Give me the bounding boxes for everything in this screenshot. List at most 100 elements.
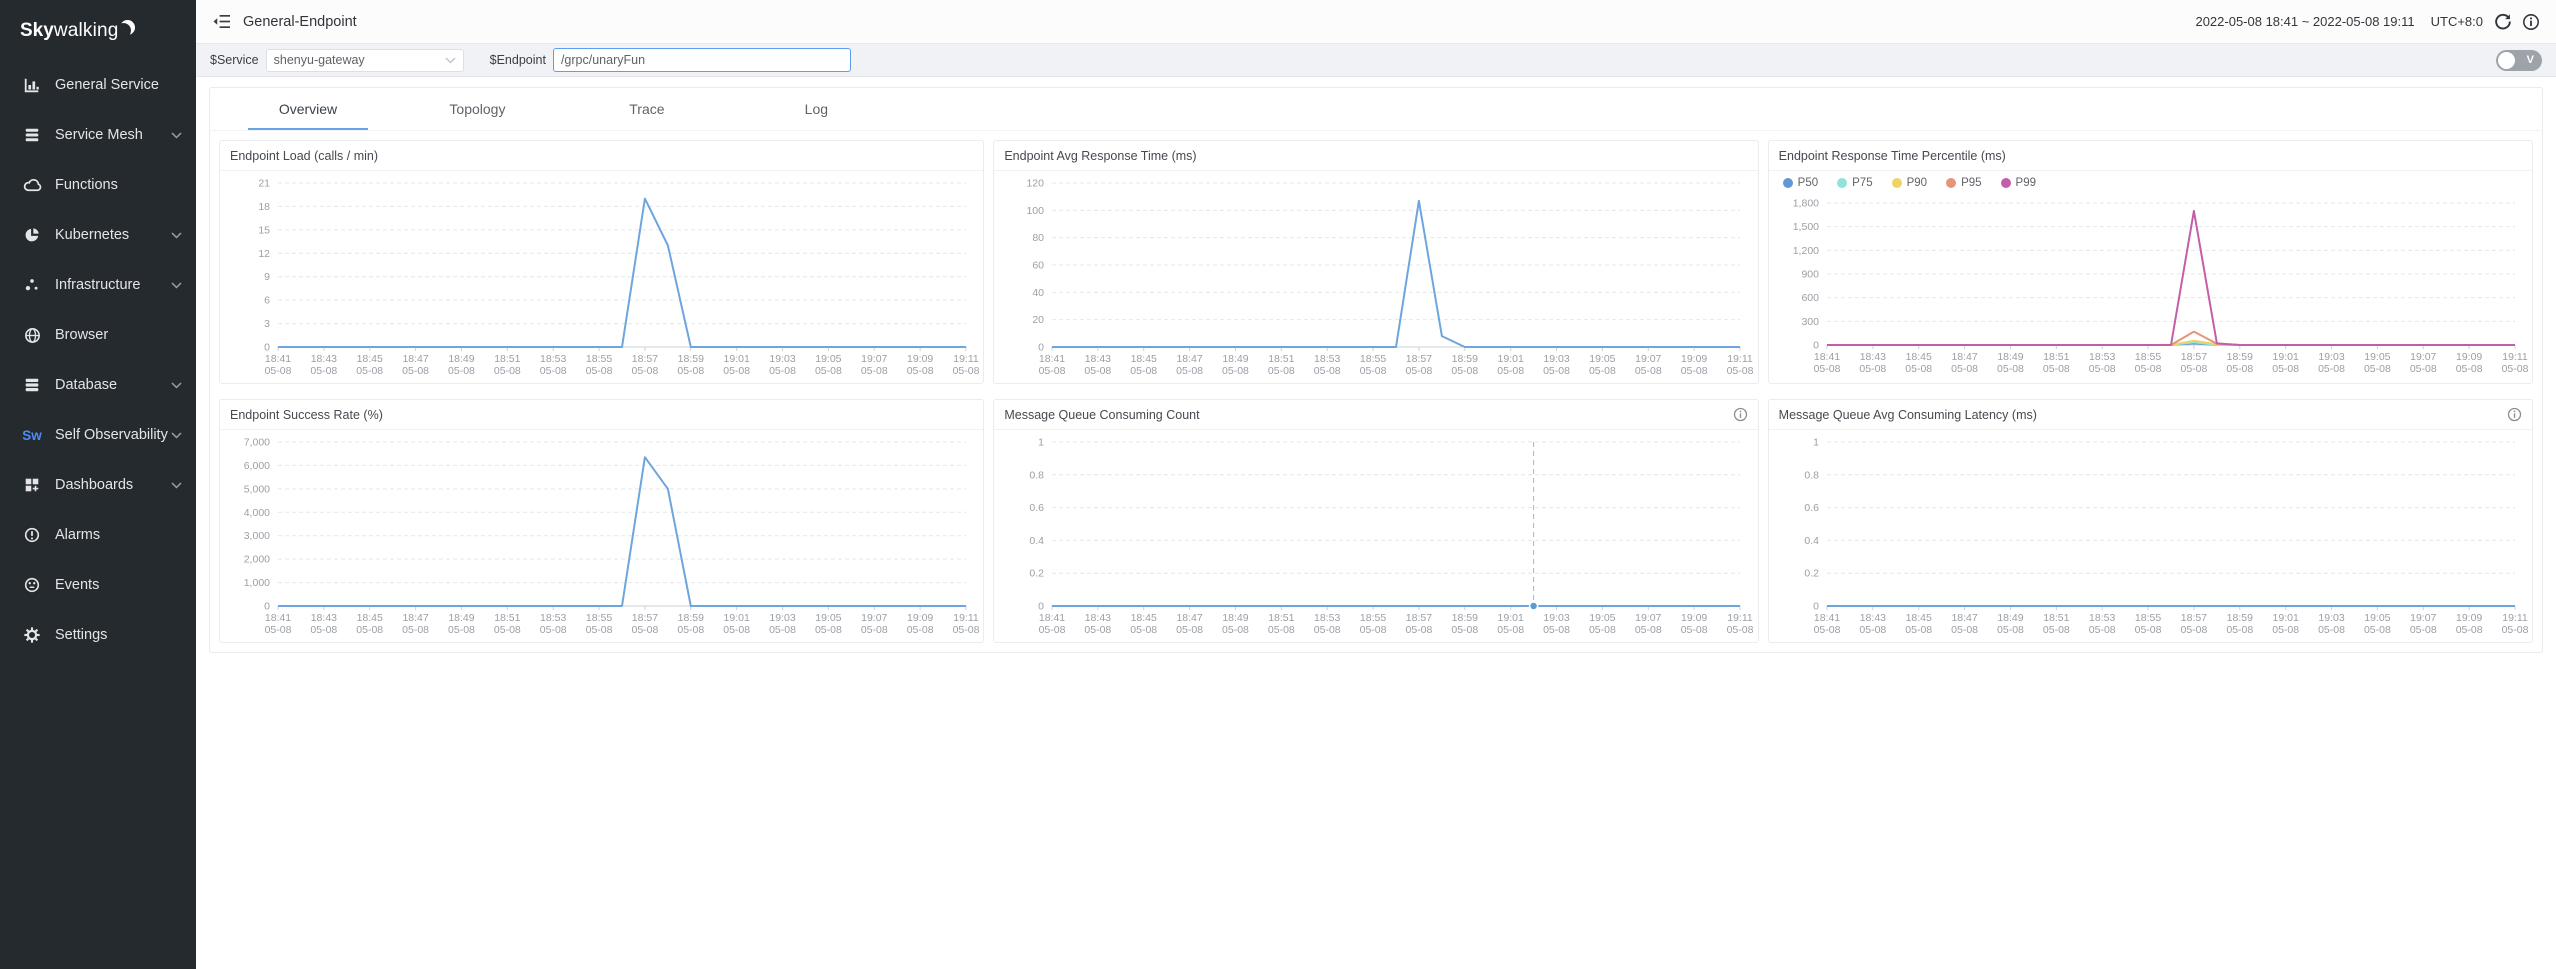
chart-title: Endpoint Success Rate (%) — [230, 407, 383, 422]
filter-bar: $Service shenyu-gateway $Endpoint V — [196, 44, 2556, 77]
mq-consuming-latency-chart[interactable]: 0 0.2 0.4 0.6 0.8 1 18:41 05-08 18:43 05-08 18:45 0… — [1769, 430, 2532, 642]
legend-dot — [2000, 178, 2011, 188]
legend-dot — [1891, 178, 1902, 188]
svg-text:0: 0 — [1038, 342, 1044, 354]
svg-text:18:43: 18:43 — [311, 353, 337, 365]
svg-text:18:41: 18:41 — [1814, 351, 1840, 363]
sidebar-item-infrastructure[interactable]: Infrastructure — [0, 260, 196, 310]
svg-text:05-08: 05-08 — [2272, 624, 2299, 636]
tab-overview[interactable]: Overview — [248, 101, 368, 130]
svg-text:05-08: 05-08 — [540, 365, 567, 377]
svg-text:05-08: 05-08 — [586, 365, 613, 377]
panel-info-icon[interactable] — [2507, 407, 2522, 422]
svg-text:05-08: 05-08 — [1543, 624, 1570, 636]
legend-item[interactable]: P90 — [1891, 177, 1927, 189]
legend-item[interactable]: P75 — [1837, 177, 1873, 189]
svg-text:19:03: 19:03 — [2318, 612, 2344, 624]
chevron-down-icon — [171, 277, 182, 293]
svg-text:05-08: 05-08 — [861, 624, 888, 636]
sidebar-item-browser[interactable]: Browser — [0, 310, 196, 360]
svg-text:18:57: 18:57 — [2180, 351, 2206, 363]
svg-text:6: 6 — [264, 295, 270, 307]
sidebar-item-label: Self Observability — [55, 427, 168, 443]
svg-text:05-08: 05-08 — [1039, 365, 1066, 377]
svg-text:18:51: 18:51 — [2043, 351, 2069, 363]
svg-text:05-08: 05-08 — [2043, 363, 2070, 375]
skywalking-logo[interactable]: Sky walking — [0, 14, 196, 60]
success-rate-chart[interactable]: 0 1,000 2,000 3,000 4,000 5,000 6,000 7,000 18:4… — [220, 430, 983, 642]
sidebar-item-general-service[interactable]: General Service — [0, 60, 196, 110]
sidebar-item-alarms[interactable]: Alarms — [0, 510, 196, 560]
svg-text:05-08: 05-08 — [586, 624, 613, 636]
svg-text:05-08: 05-08 — [769, 624, 796, 636]
sidebar-item-dashboards[interactable]: Dashboards — [0, 460, 196, 510]
svg-text:05-08: 05-08 — [815, 365, 842, 377]
legend-item[interactable]: P95 — [1946, 177, 1982, 189]
svg-text:19:03: 19:03 — [1544, 353, 1570, 365]
sidebar-fold-icon[interactable] — [212, 13, 231, 30]
svg-text:05-08: 05-08 — [494, 365, 521, 377]
crescent-logo-icon — [120, 20, 135, 35]
svg-text:6,000: 6,000 — [244, 460, 270, 472]
main-area: General-Endpoint 2022-05-08 18:41 ~ 2022… — [196, 0, 2556, 969]
svg-text:18:59: 18:59 — [1452, 612, 1478, 624]
chart-panel-success-rate: Endpoint Success Rate (%) 0 1,000 2,000 3,0… — [219, 399, 985, 643]
info-icon[interactable] — [2522, 13, 2540, 31]
svg-text:05-08: 05-08 — [402, 365, 429, 377]
globe-icon — [22, 325, 42, 345]
panel-info-icon[interactable] — [1733, 407, 1748, 422]
svg-text:18:43: 18:43 — [1085, 612, 1111, 624]
svg-text:18:53: 18:53 — [540, 612, 566, 624]
svg-text:300: 300 — [1801, 316, 1819, 328]
sidebar-item-kubernetes[interactable]: Kubernetes — [0, 210, 196, 260]
svg-text:05-08: 05-08 — [1813, 624, 1840, 636]
sidebar-item-events[interactable]: Events — [0, 560, 196, 610]
sidebar-item-functions[interactable]: Functions — [0, 160, 196, 210]
svg-text:600: 600 — [1801, 292, 1819, 304]
sidebar-item-database[interactable]: Database — [0, 360, 196, 410]
svg-text:05-08: 05-08 — [769, 365, 796, 377]
legend-dot — [1946, 178, 1957, 188]
tab-trace[interactable]: Trace — [629, 101, 665, 117]
svg-text:0.4: 0.4 — [1804, 535, 1819, 547]
service-select[interactable]: shenyu-gateway — [265, 48, 464, 72]
layers-icon — [22, 125, 42, 145]
endpoint-load-chart[interactable]: 0 3 6 9 12 15 18 21 18:41 05-08 18:43 05-08 18:45 05-… — [220, 171, 983, 383]
svg-text:05-08: 05-08 — [1727, 624, 1754, 636]
legend-item[interactable]: P50 — [1782, 177, 1818, 189]
svg-text:18:41: 18:41 — [265, 353, 291, 365]
sidebar-item-settings[interactable]: Settings — [0, 610, 196, 660]
svg-text:18:53: 18:53 — [2089, 351, 2115, 363]
svg-text:18:49: 18:49 — [1997, 612, 2023, 624]
sidebar-item-service-mesh[interactable]: Service Mesh — [0, 110, 196, 160]
svg-text:05-08: 05-08 — [1314, 365, 1341, 377]
svg-text:05-08: 05-08 — [2409, 624, 2436, 636]
endpoint-input[interactable] — [552, 48, 851, 72]
svg-text:18:49: 18:49 — [448, 353, 474, 365]
mq-consuming-count-chart[interactable]: 0 0.2 0.4 0.6 0.8 1 18:41 05-08 18:43 05-08 18:45 0… — [994, 430, 1757, 642]
svg-text:19:07: 19:07 — [1635, 353, 1661, 365]
svg-text:60: 60 — [1033, 260, 1045, 272]
svg-text:05-08: 05-08 — [953, 365, 980, 377]
svg-text:05-08: 05-08 — [1268, 624, 1295, 636]
sidebar-item-label: Database — [55, 377, 118, 393]
tab-log[interactable]: Log — [804, 101, 829, 117]
svg-text:05-08: 05-08 — [907, 365, 934, 377]
svg-text:05-08: 05-08 — [2501, 624, 2528, 636]
svg-text:12: 12 — [258, 248, 270, 260]
svg-text:05-08: 05-08 — [2134, 624, 2161, 636]
edit-mode-toggle[interactable]: V — [2496, 49, 2542, 71]
dots-icon — [22, 275, 42, 295]
response-time-percentile-chart[interactable]: 0 300 600 900 1,200 1,500 1,800 18:41 05-08 18:43… — [1769, 195, 2532, 381]
tab-topology[interactable]: Topology — [449, 101, 506, 117]
refresh-icon[interactable] — [2493, 12, 2512, 31]
svg-text:05-08: 05-08 — [677, 624, 704, 636]
svg-text:05-08: 05-08 — [448, 624, 475, 636]
svg-text:19:05: 19:05 — [2364, 612, 2390, 624]
sidebar-item-self-observability[interactable]: Sw Self Observability — [0, 410, 196, 460]
svg-text:05-08: 05-08 — [1176, 365, 1203, 377]
time-range-picker[interactable]: 2022-05-08 18:41 ~ 2022-05-08 19:11 — [2195, 14, 2415, 29]
svg-text:18:51: 18:51 — [2043, 612, 2069, 624]
legend-item[interactable]: P99 — [2000, 177, 2036, 189]
avg-response-time-chart[interactable]: 0 20 40 60 80 100 120 18:41 05-08 18:43 05-08 18:45… — [994, 171, 1757, 383]
